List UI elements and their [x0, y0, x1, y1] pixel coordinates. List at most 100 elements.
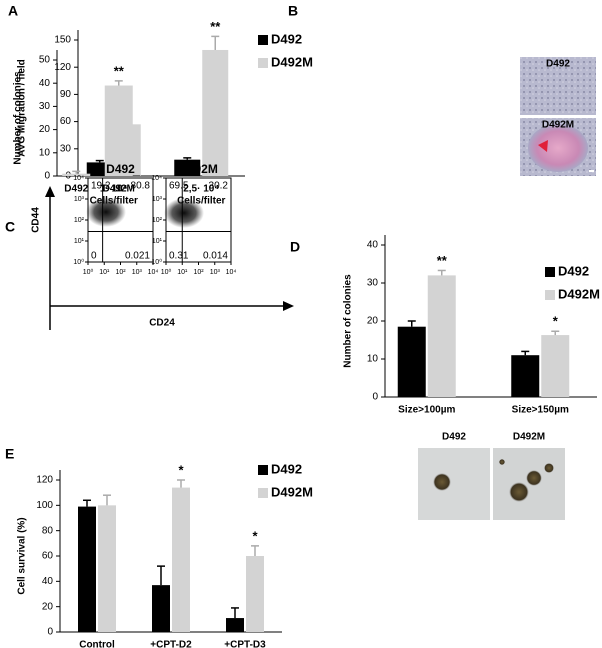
- y-tick-label: 90: [60, 89, 72, 100]
- bar: [78, 506, 96, 632]
- spheroid: [509, 482, 529, 502]
- y-tick-label: 120: [54, 62, 71, 73]
- quadrant-value: 0.021: [125, 251, 150, 262]
- y-tick-label: 0: [47, 627, 53, 638]
- legend-swatch: [258, 58, 268, 68]
- significance: **: [437, 253, 448, 268]
- x-tick-label: D492: [64, 184, 88, 195]
- y-axis-label: Cell survival (%): [17, 517, 28, 594]
- significance: *: [553, 314, 559, 329]
- y-tick-label: 50: [39, 55, 51, 66]
- x-tick-label: 10⁰: [161, 268, 172, 276]
- y-axis-label: AVG Migration / field: [17, 59, 28, 157]
- bar: [541, 335, 570, 397]
- legend-label: D492M: [271, 54, 313, 69]
- panel-label: A: [8, 3, 18, 19]
- bar: [174, 159, 201, 176]
- y-tick-label: 30: [39, 101, 51, 112]
- x-tick-label: 10⁴: [226, 269, 237, 276]
- bar: [62, 173, 91, 176]
- y-tick-label: 10³: [152, 196, 163, 203]
- bar: [246, 556, 264, 632]
- spheroid: [499, 459, 505, 465]
- y-tick-label: 10²: [152, 217, 163, 224]
- y-tick-label: 150: [54, 35, 71, 46]
- x-axis-label: CD24: [149, 318, 175, 329]
- y-tick-label: 10⁰: [151, 258, 162, 266]
- x-tick-label: 2,5· 10⁴: [183, 184, 219, 195]
- x-tick-label: 10³: [210, 269, 221, 276]
- plot-title: D492M: [179, 162, 218, 176]
- legend-label: D492M: [271, 484, 313, 499]
- x-tick-label: Control: [79, 640, 115, 648]
- y-tick-label: 80: [42, 525, 54, 536]
- bar: [397, 326, 426, 397]
- significance: *: [252, 528, 258, 543]
- photo: [418, 448, 490, 520]
- bar: [98, 505, 116, 632]
- x-tick-label: D492M: [103, 184, 135, 195]
- bar: [427, 275, 456, 397]
- x-tick-label: +CPT-D2: [150, 640, 192, 648]
- y-tick-label: 20: [42, 601, 54, 612]
- bar: [511, 355, 540, 397]
- legend-swatch: [258, 488, 268, 498]
- y-tick-label: 40: [367, 240, 379, 251]
- y-tick-label: 120: [36, 475, 53, 486]
- y-tick-label: 30: [60, 143, 72, 154]
- panel-label: C: [5, 219, 15, 235]
- y-axis-label: Number of colonies: [343, 274, 354, 368]
- x-tick-label: 10¹: [177, 269, 188, 276]
- panel-label: D: [290, 239, 300, 255]
- quadrant-value: 0.31: [169, 251, 189, 262]
- bar: [172, 487, 190, 632]
- y-tick-label: 10³: [74, 196, 85, 203]
- x-tick-label: +CPT-D3: [224, 640, 266, 648]
- y-tick-label: 10⁰: [73, 258, 84, 266]
- x-tick-label: Size>100µm: [398, 405, 455, 416]
- x-tick-sublabel: Cells/filter: [177, 196, 225, 207]
- y-tick-label: 10¹: [74, 238, 85, 245]
- y-tick-label: 0: [372, 392, 378, 403]
- x-tick-label: 10²: [115, 269, 126, 276]
- legend-swatch: [258, 465, 268, 475]
- y-tick-label: 20: [367, 316, 379, 327]
- cell-cloud: [164, 198, 204, 228]
- y-tick-label: 10: [367, 354, 379, 365]
- quadrant-value: 30.2: [209, 181, 229, 192]
- y-tick-label: 10⁴: [151, 175, 162, 182]
- y-tick-label: 20: [39, 124, 51, 135]
- scale-bar: [589, 170, 594, 172]
- image-label: D492: [442, 432, 466, 443]
- y-tick-label: 0: [44, 171, 50, 182]
- bar: [226, 618, 244, 632]
- significance: *: [178, 462, 184, 477]
- y-tick-label: 10⁴: [73, 175, 84, 182]
- legend-label: D492: [558, 263, 589, 278]
- y-tick-label: 40: [39, 78, 51, 89]
- image-label: D492M: [542, 120, 574, 131]
- x-tick-label: 10⁰: [83, 268, 94, 276]
- quadrant-value: 80.8: [131, 181, 151, 192]
- cell-cloud: [86, 197, 126, 227]
- legend-label: D492M: [558, 286, 600, 301]
- legend-swatch: [258, 35, 268, 45]
- plot-title: D492: [106, 162, 135, 176]
- significance: **: [114, 63, 125, 78]
- legend-label: D492: [271, 461, 302, 476]
- colony: [528, 124, 588, 172]
- legend-swatch: [545, 290, 555, 300]
- spheroid: [433, 473, 451, 491]
- panel-label: E: [5, 446, 14, 462]
- y-tick-label: 100: [36, 500, 53, 511]
- bar: [152, 585, 170, 632]
- y-axis-label: Number of colonies: [13, 71, 24, 165]
- quadrant-value: 19.2: [91, 181, 111, 192]
- y-tick-label: 10²: [74, 217, 85, 224]
- x-tick-label: 10⁴: [148, 269, 159, 276]
- spheroid: [544, 463, 554, 473]
- photo: [520, 57, 596, 115]
- y-tick-label: 60: [42, 551, 54, 562]
- x-tick-label: 10²: [193, 269, 204, 276]
